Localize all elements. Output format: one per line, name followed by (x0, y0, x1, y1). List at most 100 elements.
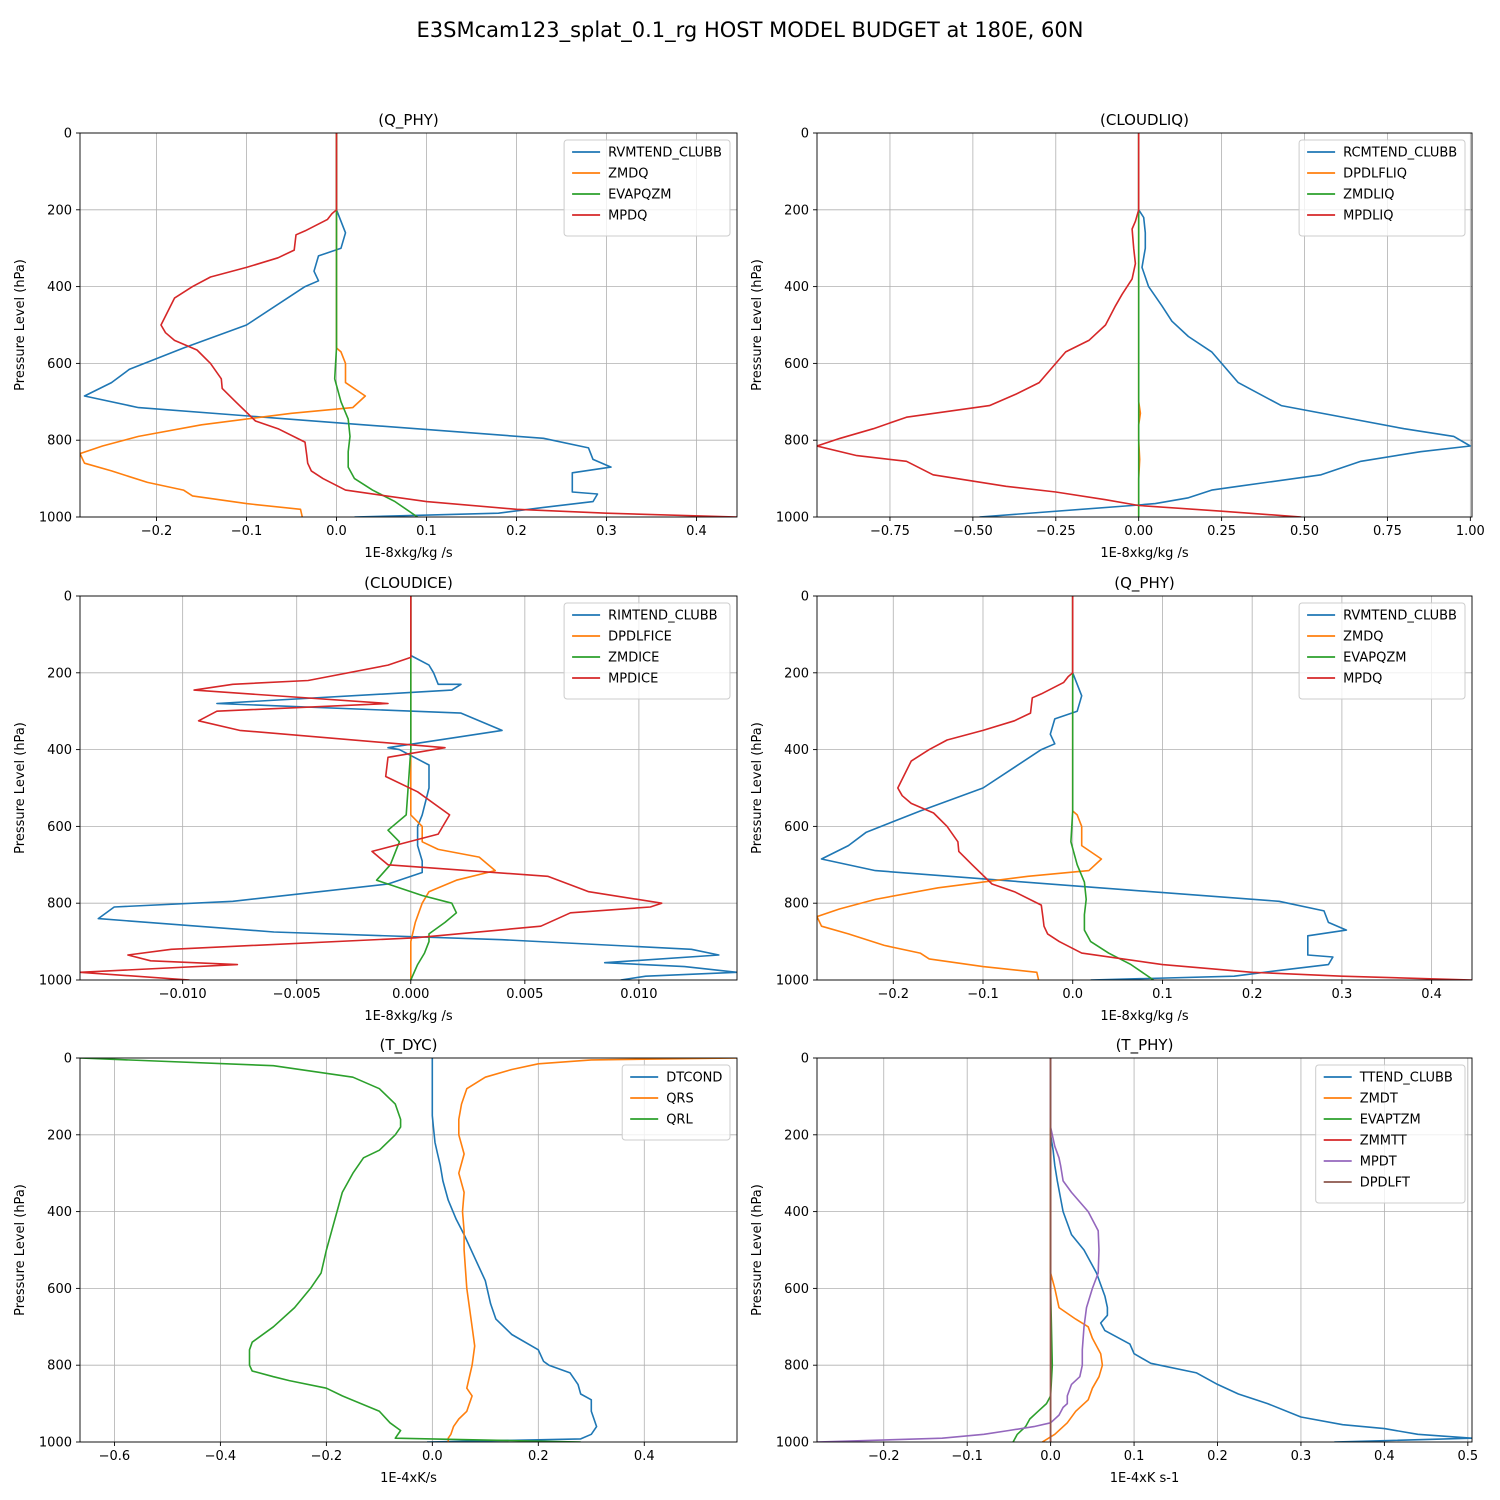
x-tick-label: 0.0 (1040, 1449, 1061, 1464)
x-axis: −0.2 −0.1 0.0 0.1 0.2 0.3 0.4 0.5 (868, 1442, 1478, 1464)
y-tick-label: 400 (47, 280, 72, 295)
series-lines (80, 1058, 737, 1442)
legend: RCMTEND_CLUBB DPDLFLIQ ZMDLIQ MPDLIQ (1298, 139, 1466, 237)
axes-frame (79, 132, 738, 518)
series-line-dtcond (426, 1058, 598, 1442)
series-line-ttend-clubb (1049, 1058, 1472, 1442)
y-axis-label: Pressure Level (hPa) (13, 1184, 28, 1316)
y-tick-label: 800 (47, 1359, 72, 1374)
subplot-4: −0.2 −0.1 0.0 0.1 0.2 0.3 0.4 0 200 400 600 800 1000… (750, 574, 1473, 1024)
y-tick-label: 600 (47, 357, 72, 372)
y-tick-label: 600 (784, 1282, 809, 1297)
series-line-rvmtend-clubb (83, 133, 612, 517)
y-tick-label: 0 (801, 1052, 809, 1067)
legend-entry: QRS (666, 1092, 694, 1107)
y-tick-label: 600 (47, 1282, 72, 1297)
x-tick-label: −0.1 (231, 524, 263, 539)
x-tick-label: 0.50 (1290, 524, 1319, 539)
y-tick-label: 200 (47, 666, 72, 681)
x-tick-label: 0.3 (1291, 1449, 1312, 1464)
series-line-rvmtend-clubb (820, 596, 1348, 980)
legend-entry: EVAPQZM (1343, 651, 1406, 666)
legend-entry: ZMMTT (1360, 1134, 1407, 1149)
y-axis: 0 200 400 600 800 1000 (39, 590, 80, 989)
y-axis-label: Pressure Level (hPa) (750, 1184, 765, 1316)
series-line-qrl (80, 1058, 581, 1442)
axes-frame (816, 132, 1473, 518)
subplot-6: −0.2 −0.1 0.0 0.1 0.2 0.3 0.4 0.5 0 200 400 600 800 1… (750, 1036, 1478, 1486)
legend-box (1315, 1064, 1466, 1204)
series-line-dpdlfice (409, 596, 497, 980)
x-tick-label: −0.6 (99, 1449, 131, 1464)
y-axis-label: Pressure Level (hPa) (750, 722, 765, 854)
series-line-evapqzm (1070, 596, 1154, 980)
series-lines (817, 1058, 1472, 1442)
legend: RIMTEND_CLUBB DPDLFICE ZMDICE MPDICE (563, 602, 731, 700)
figure-suptitle: E3SMcam123_splat_0.1_rg HOST MODEL BUDGE… (417, 18, 1084, 43)
series-line-evaptzm (1012, 1058, 1054, 1442)
legend-entry: ZMDQ (1343, 630, 1383, 645)
y-tick-label: 200 (784, 1128, 809, 1143)
subplot-5: −0.6 −0.4 −0.2 0.0 0.2 0.4 0 200 400 600 800 1000 (T… (13, 1036, 738, 1486)
legend-entry: DPDLFLIQ (1343, 167, 1407, 182)
x-tick-label: −0.1 (967, 987, 999, 1002)
y-tick-label: 400 (784, 1205, 809, 1220)
y-tick-label: 1000 (776, 511, 809, 526)
series-lines (817, 133, 1472, 517)
y-tick-label: 0 (64, 1052, 72, 1067)
legend-entry: MPDQ (608, 209, 647, 224)
y-axis: 0 200 400 600 800 1000 (776, 127, 817, 526)
x-tick-label: −0.1 (951, 1449, 983, 1464)
legend-entry: ZMDLIQ (1343, 188, 1394, 203)
legend-entry: ZMDICE (608, 651, 659, 666)
series-line-mpdq (896, 596, 1472, 980)
x-tick-label: 0.010 (620, 987, 657, 1002)
y-tick-label: 400 (784, 743, 809, 758)
series-line-mpdliq (817, 133, 1302, 517)
series-line-evapqzm (333, 133, 418, 517)
legend-entry: TTEND_CLUBB (1359, 1071, 1453, 1086)
y-axis-label: Pressure Level (hPa) (13, 259, 28, 391)
y-tick-label: 800 (784, 897, 809, 912)
legend-box (621, 1064, 731, 1141)
legend-entry: EVAPTZM (1360, 1113, 1421, 1128)
x-tick-label: 0.75 (1373, 524, 1402, 539)
y-tick-label: 1000 (39, 511, 72, 526)
x-tick-label: 0.0 (326, 524, 347, 539)
x-tick-label: 0.0 (422, 1449, 443, 1464)
y-tick-label: 200 (784, 203, 809, 218)
subplot-title: (CLOUDICE) (364, 574, 453, 592)
series-line-zmdq (80, 133, 367, 517)
series-lines (80, 596, 737, 980)
y-tick-label: 200 (47, 203, 72, 218)
y-tick-label: 800 (784, 1359, 809, 1374)
subplot-title: (T_DYC) (380, 1036, 438, 1055)
legend: RVMTEND_CLUBB ZMDQ EVAPQZM MPDQ (1298, 602, 1466, 700)
x-tick-label: −0.2 (868, 1449, 900, 1464)
x-axis-label: 1E-8xkg/kg /s (364, 546, 453, 561)
y-tick-label: 1000 (776, 974, 809, 989)
axes-frame (816, 1057, 1473, 1443)
y-tick-label: 800 (47, 897, 72, 912)
y-axis: 0 200 400 600 800 1000 (776, 1052, 817, 1451)
legend-entry: MPDT (1360, 1155, 1397, 1170)
x-tick-label: 0.3 (1332, 987, 1353, 1002)
x-tick-label: 1.00 (1456, 524, 1485, 539)
y-axis-label: Pressure Level (hPa) (13, 722, 28, 854)
x-tick-label: −0.4 (205, 1449, 237, 1464)
x-tick-label: 0.1 (1124, 1449, 1145, 1464)
legend-box (563, 602, 731, 700)
y-tick-label: 800 (784, 434, 809, 449)
y-tick-label: 0 (801, 127, 809, 142)
x-tick-label: −0.2 (311, 1449, 343, 1464)
x-tick-label: −0.2 (141, 524, 173, 539)
legend-entry: MPDLIQ (1343, 209, 1393, 224)
legend-entry: RVMTEND_CLUBB (608, 146, 722, 161)
x-axis-label: 1E-8xkg/kg /s (1100, 1009, 1189, 1024)
axes-frame (816, 595, 1473, 981)
x-tick-label: 0.4 (634, 1449, 655, 1464)
x-tick-label: −0.50 (953, 524, 993, 539)
x-tick-label: 0.4 (686, 524, 707, 539)
x-tick-label: 0.00 (1124, 524, 1153, 539)
y-tick-label: 0 (64, 590, 72, 605)
